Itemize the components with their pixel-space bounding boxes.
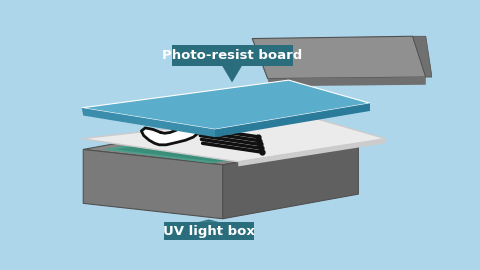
Polygon shape: [199, 220, 219, 222]
Polygon shape: [268, 77, 426, 86]
Polygon shape: [252, 36, 426, 79]
Polygon shape: [116, 131, 330, 162]
Polygon shape: [413, 36, 432, 77]
Polygon shape: [83, 123, 359, 165]
Polygon shape: [82, 108, 215, 137]
Polygon shape: [198, 128, 211, 134]
Polygon shape: [142, 123, 201, 145]
Polygon shape: [223, 140, 359, 219]
Polygon shape: [215, 103, 370, 137]
Polygon shape: [103, 128, 339, 163]
Polygon shape: [238, 139, 385, 166]
Polygon shape: [83, 149, 223, 219]
Polygon shape: [82, 114, 385, 162]
Bar: [164, 222, 254, 240]
Polygon shape: [82, 80, 370, 129]
Bar: [172, 45, 292, 66]
Polygon shape: [222, 66, 242, 82]
Text: Photo-resist board: Photo-resist board: [162, 49, 302, 62]
Text: UV light box: UV light box: [163, 225, 255, 238]
